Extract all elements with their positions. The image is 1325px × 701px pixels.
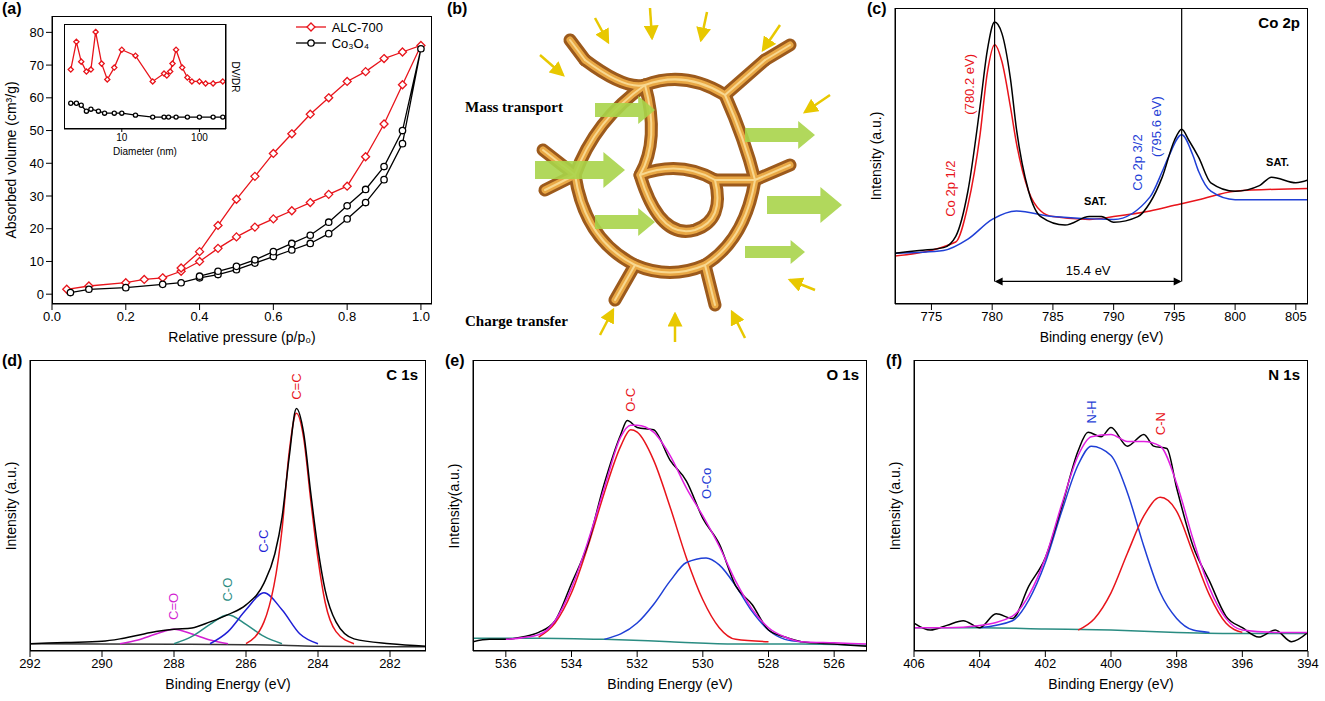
svg-text:805: 805: [1285, 309, 1307, 324]
svg-text:286: 286: [235, 656, 257, 671]
svg-text:40: 40: [30, 156, 44, 171]
svg-text:Mass transport: Mass transport: [465, 99, 563, 115]
svg-text:400: 400: [1100, 656, 1122, 671]
svg-text:282: 282: [379, 656, 401, 671]
svg-text:406: 406: [903, 656, 925, 671]
html-text:DV/DR: DV/DR: [230, 60, 241, 93]
html-text:Binding energy (eV): Binding energy (eV): [1039, 329, 1164, 345]
html-text:O 1s: O 1s: [826, 366, 859, 383]
svg-text:292: 292: [19, 656, 41, 671]
svg-text:SAT.: SAT.: [1266, 156, 1289, 168]
svg-text:785: 785: [1042, 309, 1064, 324]
svg-text:0.0: 0.0: [43, 309, 61, 324]
svg-text:C-N: C-N: [1153, 412, 1168, 435]
svg-text:534: 534: [561, 656, 583, 671]
html-text:Binding Energy (eV): Binding Energy (eV): [165, 676, 291, 692]
svg-text:0.4: 0.4: [191, 309, 209, 324]
svg-text:70: 70: [30, 58, 44, 73]
svg-text:526: 526: [823, 656, 845, 671]
svg-text:(795.6 eV): (795.6 eV): [1149, 96, 1164, 157]
svg-text:800: 800: [1224, 309, 1246, 324]
svg-text:(780.2 eV): (780.2 eV): [962, 54, 977, 115]
svg-text:O-C: O-C: [623, 388, 638, 412]
svg-text:404: 404: [969, 656, 991, 671]
html-text:Intensity (a.u.): Intensity (a.u.): [868, 111, 884, 201]
svg-text:288: 288: [163, 656, 185, 671]
svg-text:Co 2p 1/2: Co 2p 1/2: [943, 160, 958, 216]
svg-text:60: 60: [30, 90, 44, 105]
html-text:Absorbed volume (cm³/g): Absorbed volume (cm³/g): [3, 81, 19, 239]
svg-text:N-H: N-H: [1084, 400, 1099, 423]
svg-text:1.0: 1.0: [412, 309, 430, 324]
svg-text:C-C: C-C: [257, 530, 272, 553]
svg-text:10: 10: [116, 132, 128, 143]
svg-text:536: 536: [495, 656, 517, 671]
html-text:Co₃O₄: Co₃O₄: [331, 35, 369, 51]
svg-text:396: 396: [1231, 656, 1253, 671]
html-text:Intensity (a.u.): Intensity (a.u.): [3, 461, 19, 550]
svg-text:0.2: 0.2: [117, 309, 135, 324]
svg-text:775: 775: [921, 309, 943, 324]
svg-text:30: 30: [30, 189, 44, 204]
html-text:Binding Energy (eV): Binding Energy (eV): [607, 676, 733, 692]
svg-text:402: 402: [1034, 656, 1056, 671]
html-text:(d): (d): [2, 352, 23, 369]
html-text:Diameter (nm): Diameter (nm): [113, 146, 177, 157]
svg-text:0: 0: [37, 287, 44, 302]
html-text:(c): (c): [867, 0, 887, 17]
svg-text:532: 532: [626, 656, 648, 671]
svg-text:780: 780: [981, 309, 1003, 324]
html-text:Intensity (a.u.): Intensity (a.u.): [887, 461, 903, 550]
html-text:(e): (e): [445, 352, 465, 369]
html-text:C 1s: C 1s: [386, 366, 418, 383]
html-text:(b): (b): [447, 0, 468, 17]
svg-text:Co 2p 3/2: Co 2p 3/2: [1130, 134, 1145, 190]
svg-text:15.4 eV: 15.4 eV: [1066, 263, 1111, 278]
svg-text:SAT.: SAT.: [1084, 195, 1107, 207]
svg-text:20: 20: [30, 221, 44, 236]
svg-text:50: 50: [30, 123, 44, 138]
html-text:Relative pressure (p/p₀): Relative pressure (p/p₀): [168, 329, 316, 345]
svg-text:290: 290: [91, 656, 113, 671]
html-text:N 1s: N 1s: [1268, 366, 1300, 383]
html-text:(a): (a): [2, 0, 22, 17]
html-text:Intensity(a.u.): Intensity(a.u.): [446, 463, 462, 548]
svg-text:80: 80: [30, 25, 44, 40]
svg-text:284: 284: [307, 656, 329, 671]
html-text:(f): (f): [886, 352, 902, 369]
svg-text:795: 795: [1164, 309, 1186, 324]
html-text:Co 2p: Co 2p: [1258, 14, 1300, 31]
svg-text:O-Co: O-Co: [699, 468, 714, 499]
svg-text:Charge transfer: Charge transfer: [465, 313, 568, 329]
svg-text:398: 398: [1166, 656, 1188, 671]
svg-text:C=C: C=C: [289, 373, 304, 399]
html-text:Binding Energy (eV): Binding Energy (eV): [1048, 676, 1174, 692]
svg-text:0.8: 0.8: [338, 309, 356, 324]
svg-text:394: 394: [1297, 656, 1319, 671]
svg-text:528: 528: [758, 656, 780, 671]
svg-text:C=O: C=O: [167, 593, 182, 620]
svg-text:100: 100: [191, 132, 208, 143]
svg-text:C-O: C-O: [221, 578, 236, 602]
html-text:ALC-700: ALC-700: [331, 19, 383, 35]
svg-text:530: 530: [692, 656, 714, 671]
svg-text:10: 10: [30, 254, 44, 269]
svg-text:0.6: 0.6: [264, 309, 282, 324]
svg-text:790: 790: [1103, 309, 1125, 324]
